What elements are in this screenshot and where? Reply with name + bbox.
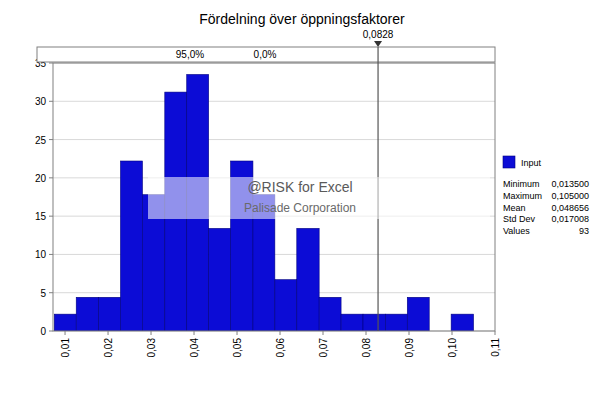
x-tick — [65, 331, 66, 335]
y-tick-label: 15 — [35, 211, 47, 222]
watermark-band — [148, 177, 490, 219]
stat-value: 0,013500 — [551, 179, 589, 189]
legend-swatch — [503, 156, 515, 168]
bar — [341, 314, 363, 331]
chart: Fördelning över öppningsfaktorer 0 5 10 15 20… — [0, 0, 613, 396]
x-tick-label: 0,03 — [146, 338, 157, 358]
bar — [363, 314, 385, 331]
stat-name: Maximum — [503, 191, 542, 201]
delimiter-label: 0,0828 — [363, 29, 394, 40]
stat-name: Mean — [503, 203, 526, 213]
stat-name: Std Dev — [503, 214, 536, 224]
bar — [209, 228, 231, 331]
bar — [121, 161, 143, 331]
delimiter-bar — [37, 47, 495, 62]
y-tick — [49, 331, 53, 332]
x-tick — [151, 331, 152, 335]
y-tick-label: 20 — [35, 173, 47, 184]
y-tick-label: 10 — [35, 249, 47, 260]
stat-value: 93 — [579, 226, 589, 236]
y-tick-label: 0 — [40, 326, 46, 337]
x-tick-label: 0,06 — [275, 338, 286, 358]
y-tick — [49, 101, 53, 102]
y-tick — [49, 292, 53, 293]
bar — [54, 314, 76, 331]
stat-value: 0,017008 — [551, 214, 589, 224]
x-tick-label: 0,02 — [103, 338, 114, 358]
bar — [275, 280, 297, 331]
x-tick-label: 0,09 — [404, 338, 415, 358]
bar — [319, 297, 341, 331]
x-tick — [280, 331, 281, 335]
x-tick — [409, 331, 410, 335]
bar — [297, 228, 319, 331]
y-tick-label: 5 — [40, 288, 46, 299]
bar — [76, 297, 98, 331]
x-tick-label: 0,08 — [361, 338, 372, 358]
bar — [99, 297, 121, 331]
x-tick — [452, 331, 453, 335]
plot-frame — [53, 63, 495, 331]
y-tick — [49, 254, 53, 255]
stat-value: 0,105000 — [551, 191, 589, 201]
region-label: 95,0% — [176, 49, 204, 60]
y-tick — [49, 177, 53, 178]
x-tick — [323, 331, 324, 335]
bar — [451, 314, 473, 331]
stat-name: Values — [503, 226, 530, 236]
plot-area — [53, 63, 495, 331]
y-tick — [49, 216, 53, 217]
x-tick — [495, 331, 496, 335]
x-tick — [108, 331, 109, 335]
stat-name: Minimum — [503, 179, 540, 189]
delimiter-handle — [374, 41, 382, 47]
grid-line — [53, 101, 495, 102]
x-tick — [194, 331, 195, 335]
y-tick — [49, 63, 53, 64]
y-tick-label: 25 — [35, 135, 47, 146]
x-tick-label: 0,07 — [318, 338, 329, 358]
y-tick-label: 30 — [35, 96, 47, 107]
region-label: 0,0% — [254, 49, 277, 60]
bar — [407, 297, 429, 331]
x-tick-label: 0,01 — [60, 338, 71, 358]
x-tick-label: 0,10 — [447, 338, 458, 358]
stat-value: 0,048656 — [551, 203, 589, 213]
x-tick — [366, 331, 367, 335]
x-tick-label: 0,11 — [490, 338, 501, 357]
y-tick — [49, 139, 53, 140]
grid-line — [53, 139, 495, 140]
x-tick-label: 0,04 — [189, 338, 200, 358]
legend-label: Input — [521, 158, 542, 168]
x-tick-label: 0,05 — [232, 338, 243, 358]
watermark-text: Palisade Corporation — [244, 201, 356, 215]
x-tick — [237, 331, 238, 335]
watermark-text: @RISK for Excel — [247, 179, 352, 195]
bar — [385, 314, 407, 331]
title: Fördelning över öppningsfaktorer — [199, 11, 405, 27]
